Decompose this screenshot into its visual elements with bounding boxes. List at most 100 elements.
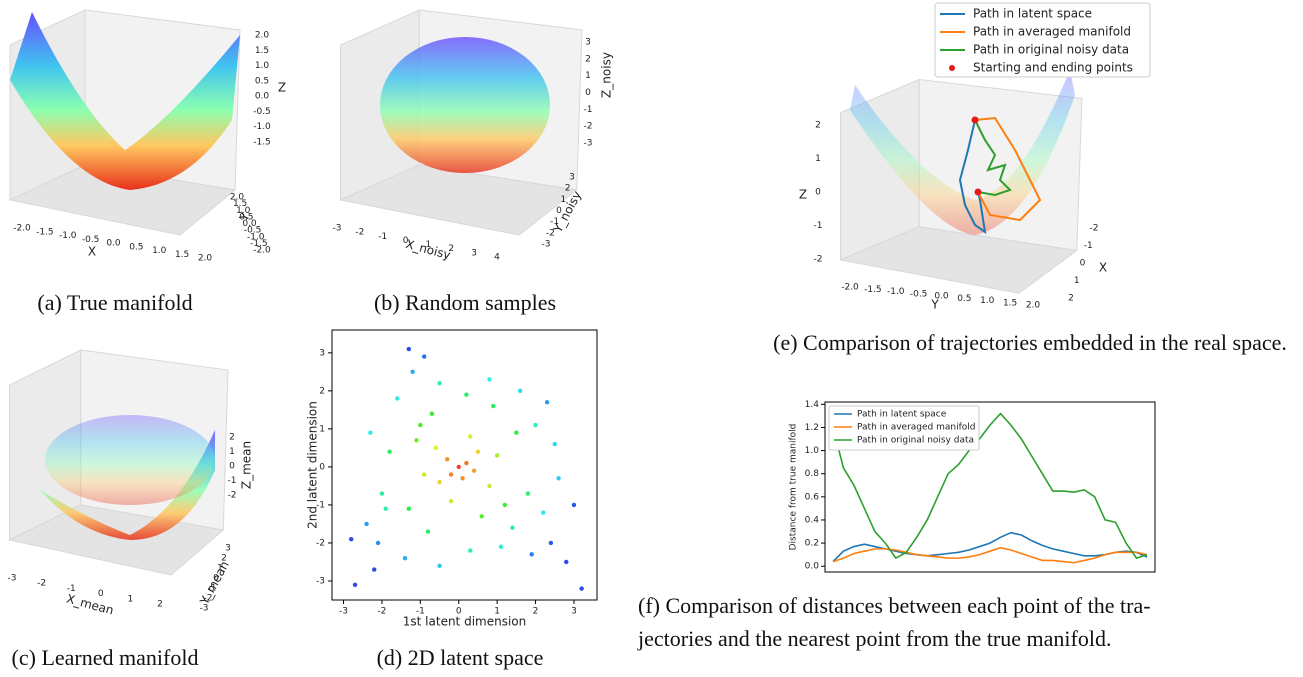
path-latent	[958, 119, 987, 235]
point	[406, 346, 412, 352]
point	[494, 453, 500, 458]
x-axis-label: 1st latent dimension	[403, 615, 526, 629]
point	[364, 521, 369, 527]
point	[460, 476, 465, 481]
x-tick-label: 0.5	[129, 242, 143, 252]
point	[379, 491, 385, 496]
point	[456, 464, 461, 470]
legend-label: Path in latent space	[973, 7, 1092, 21]
line	[832, 412, 1148, 560]
y-tick-label: 0	[213, 574, 219, 584]
point	[437, 381, 442, 386]
start-point	[971, 116, 979, 124]
point	[552, 441, 557, 447]
x-tick-label: 0	[403, 236, 409, 246]
point	[406, 506, 412, 511]
x-tick-label: -1	[416, 607, 425, 617]
point	[510, 525, 515, 530]
x-tick-label: 1.0	[152, 246, 167, 256]
z-tick-label: 0	[585, 88, 591, 98]
learned-cloud	[45, 415, 215, 505]
y-tick-label: -3	[200, 604, 209, 614]
z-axis-label: Z	[799, 188, 807, 202]
z-tick-label: 2.0	[255, 31, 270, 41]
y-tick-label: -1	[316, 500, 325, 510]
point	[571, 502, 577, 508]
caption: (a) True manifold	[37, 290, 192, 315]
z-tick-label: 0	[229, 462, 235, 472]
point	[464, 460, 469, 466]
point	[410, 369, 415, 375]
sample-cloud	[380, 37, 550, 173]
point	[429, 411, 435, 416]
end-point	[974, 188, 982, 196]
point	[468, 548, 473, 553]
point	[375, 540, 381, 546]
point	[548, 540, 554, 546]
x-tick-label: 0	[456, 607, 462, 617]
y-axis-label: Distance from true manifold	[789, 424, 799, 551]
x-tick-label: 0	[98, 589, 104, 599]
y-tick-label: -2.0	[253, 246, 271, 256]
point	[556, 476, 561, 481]
x-tick-label: -0.5	[82, 235, 100, 245]
y-tick-label: 0.5	[239, 212, 253, 222]
z-axis-label: Z	[278, 81, 286, 95]
point	[544, 400, 550, 405]
x-tick-label: 2.0	[198, 254, 213, 264]
z-tick-label: 0	[815, 188, 821, 198]
point	[445, 457, 450, 462]
caption: (e) Comparison of trajectories embedded …	[773, 330, 1287, 355]
y-axis-label: Y	[930, 298, 939, 312]
y-tick-label: 0	[556, 206, 562, 216]
z-tick-label: -1	[228, 476, 237, 486]
y-tick-label: 0.0	[934, 292, 949, 302]
surface	[10, 12, 240, 190]
pane	[338, 164, 578, 236]
z-tick-label: -2	[814, 255, 823, 265]
legend-label: Starting and ending points	[973, 61, 1133, 75]
point	[479, 514, 484, 519]
z-tick-label: -1.5	[253, 138, 271, 148]
z-axis-label: Z_mean	[240, 441, 254, 489]
point	[383, 506, 388, 511]
legend-marker	[949, 65, 955, 71]
x-tick-label: -2	[1090, 224, 1099, 234]
manifold-mesh	[850, 70, 1075, 235]
z-tick-label: -0.5	[253, 107, 271, 117]
y-tick-label: -1	[550, 217, 559, 227]
path-noisy	[974, 119, 1012, 197]
y-tick-label: -2	[546, 228, 555, 238]
x-tick-label: -3	[339, 607, 348, 617]
pane	[838, 226, 1079, 294]
x-axis-label: X	[88, 245, 96, 259]
y-tick-label: 1.5	[233, 199, 247, 209]
plot-art	[10, 12, 1075, 540]
point	[368, 430, 373, 435]
y-tick-label: -0.5	[244, 226, 262, 236]
y-axis-label: Y_mean	[197, 559, 232, 608]
x-tick-label: 1	[494, 607, 500, 617]
legend-box	[828, 405, 980, 451]
z-tick-label: 2	[815, 121, 821, 131]
point	[387, 449, 392, 454]
point	[448, 498, 454, 504]
x-tick-label: -2	[37, 579, 46, 589]
point	[349, 536, 354, 542]
z-tick-label: 0.5	[255, 76, 269, 86]
point	[533, 422, 538, 428]
legend-label: Path in averaged manifold	[857, 423, 976, 433]
z-tick-label: 0.0	[255, 92, 270, 102]
y-tick-label: -1.0	[247, 232, 265, 242]
z-tick-label: 1.0	[255, 61, 270, 71]
y-tick-label: -2.0	[841, 283, 859, 293]
x-axis-label: X	[1099, 261, 1107, 275]
z-axis-label: Z_noisy	[600, 52, 614, 98]
x-tick-label: 1	[128, 594, 134, 604]
x-tick-label: -1	[67, 584, 76, 594]
y-tick-label: -2	[204, 594, 213, 604]
legend-label: Path in original noisy data	[857, 436, 974, 446]
y-tick-label: 0.4	[805, 515, 820, 525]
point	[529, 552, 534, 557]
y-tick-label: 1	[319, 424, 325, 434]
